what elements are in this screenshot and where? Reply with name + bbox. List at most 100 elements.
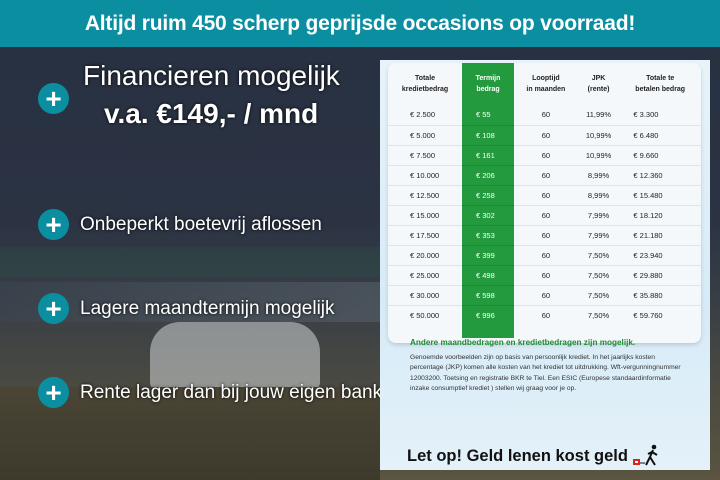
table-cell: 7,99% (577, 205, 620, 226)
table-cell: € 598 (462, 285, 514, 306)
financing-panel: Totale kredietbedrag Termijn bedrag Looptijd… (380, 60, 710, 470)
table-cell: € 20.000 (388, 245, 462, 266)
table-cell: 7,50% (577, 265, 620, 286)
table-cell: € 206 (462, 165, 514, 186)
plus-icon: + (38, 83, 69, 114)
table-cell: € 3.300 (619, 105, 701, 126)
table-cell: 7,50% (577, 245, 620, 266)
table-cell: 60 (514, 165, 578, 186)
table-row: € 15.000 € 302 60 7,99% € 18.120 (388, 205, 701, 226)
table-cell: € 29.880 (619, 265, 701, 286)
feature-label: Onbeperkt boetevrij aflossen (80, 213, 322, 235)
column-header-line: Termijn (475, 75, 501, 82)
financing-title: Financieren mogelijk (83, 60, 340, 91)
table-cell: 60 (514, 125, 578, 146)
headline-banner: Altijd ruim 450 scherp geprijsde occasio… (0, 0, 720, 47)
table-cell: € 30.000 (388, 285, 462, 306)
table-cell: 7,50% (577, 285, 620, 306)
table-cell: 60 (514, 245, 578, 266)
table-row: € 30.000 € 598 60 7,50% € 35.880 (388, 285, 701, 306)
table-cell: 60 (541, 310, 551, 320)
column-header-line: Totale te (646, 75, 675, 82)
table-cell: € 9.660 (619, 145, 701, 166)
rates-table: Totale kredietbedrag Termijn bedrag Looptijd… (388, 63, 701, 325)
table-row: € 5.000 € 108 60 10,99% € 6.480 (388, 125, 701, 146)
table-cell: € 35.880 (619, 285, 701, 306)
financing-price: v.a. €149,- / mnd (104, 98, 319, 129)
table-row: € 50.000 € 996 60 7,50% € 59.760 (388, 305, 701, 325)
headline: Altijd ruim 450 scherp geprijsde occasio… (84, 11, 636, 35)
table-cell: 60 (514, 205, 578, 226)
feature-label: Rente lager dan bij jouw eigen bank (80, 381, 383, 403)
rates-table-card: Totale kredietbedrag Termijn bedrag Looptijd… (388, 63, 701, 343)
table-cell: € 18.120 (619, 205, 701, 226)
table-cell: 10,99% (577, 125, 620, 146)
plus-icon: + (38, 209, 69, 240)
column-header: Totale kredietbedrag (388, 63, 462, 105)
table-cell: € 399 (462, 245, 514, 266)
table-row: € 25.000 € 498 60 7,50% € 29.880 (388, 265, 701, 286)
table-cell: 7,99% (577, 225, 620, 246)
table-cell: € 10.000 (388, 165, 462, 186)
column-header: JPK (rente) (578, 63, 620, 105)
column-header-line: (rente) (587, 86, 610, 93)
table-cell: € 996 (476, 310, 495, 320)
table-cell: 60 (514, 185, 578, 206)
feature-item: + Onbeperkt boetevrij aflossen (38, 209, 322, 240)
table-cell: € 15.480 (619, 185, 701, 206)
column-header-line: betalen bedrag (635, 86, 686, 93)
table-cell: 8,99% (577, 185, 620, 206)
table-cell: 8,99% (577, 165, 620, 186)
warning-text: Let op! Geld lenen kost geld (407, 446, 628, 465)
table-row: € 10.000 € 206 60 8,99% € 12.360 (388, 165, 701, 186)
table-cell: € 108 (462, 125, 514, 146)
table-cell: € 161 (462, 145, 514, 166)
column-header-line: kredietbedrag (401, 86, 449, 93)
column-header: Totale te betalen bedrag (619, 63, 701, 105)
warning-banner: Let op! Geld lenen kost geld (407, 444, 662, 468)
table-cell: 7,50% (587, 310, 610, 320)
table-cell: € 59.760 (633, 310, 663, 320)
column-header-line: JPK (591, 75, 606, 82)
table-cell: 60 (514, 105, 578, 126)
column-header-line: in maanden (526, 86, 566, 93)
table-row: € 2.500 € 55 60 11,99% € 3.300 (388, 105, 701, 126)
column-header: Termijn bedrag (462, 63, 514, 105)
feature-label: Lagere maandtermijn mogelijk (80, 297, 335, 319)
feature-item: + Lagere maandtermijn mogelijk (38, 293, 335, 324)
note-title: Andere maandbedragen en kredietbedragen … (410, 338, 636, 347)
column-header: Looptijd in maanden (514, 63, 578, 105)
column-header-line: bedrag (476, 86, 500, 93)
table-row: € 17.500 € 353 60 7,99% € 21.180 (388, 225, 701, 246)
table-cell: 60 (514, 265, 578, 286)
table-cell: € 7.500 (388, 145, 462, 166)
table-cell: € 50.000 (410, 310, 440, 320)
table-cell: € 17.500 (388, 225, 462, 246)
table-row: € 7.500 € 161 60 10,99% € 9.660 (388, 145, 701, 166)
table-cell: € 21.180 (619, 225, 701, 246)
table-cell: € 12.500 (388, 185, 462, 206)
table-cell: € 25.000 (388, 265, 462, 286)
plus-icon: + (38, 377, 69, 408)
table-cell: € 23.940 (619, 245, 701, 266)
table-cell: 60 (514, 285, 578, 306)
table-row: € 20.000 € 399 60 7,50% € 23.940 (388, 245, 701, 266)
note-body: Genoemde voorbeelden zijn op basis van p… (410, 354, 681, 392)
table-cell: 11,99% (577, 105, 620, 126)
table-cell: € 258 (462, 185, 514, 206)
table-cell: € 6.480 (619, 125, 701, 146)
column-header-line: Totale (414, 75, 436, 82)
table-cell: € 12.360 (619, 165, 701, 186)
plus-icon: + (38, 293, 69, 324)
table-cell: 10,99% (577, 145, 620, 166)
table-cell: 60 (514, 145, 578, 166)
table-cell: € 55 (462, 105, 514, 126)
table-cell: € 5.000 (388, 125, 462, 146)
table-cell: € 353 (462, 225, 514, 246)
running-person-icon (632, 444, 662, 468)
table-cell: 60 (514, 225, 578, 246)
table-cell: € 498 (462, 265, 514, 286)
table-cell: € 302 (462, 205, 514, 226)
table-cell: € 2.500 (388, 105, 462, 126)
feature-item: + Rente lager dan bij jouw eigen bank (38, 377, 382, 408)
